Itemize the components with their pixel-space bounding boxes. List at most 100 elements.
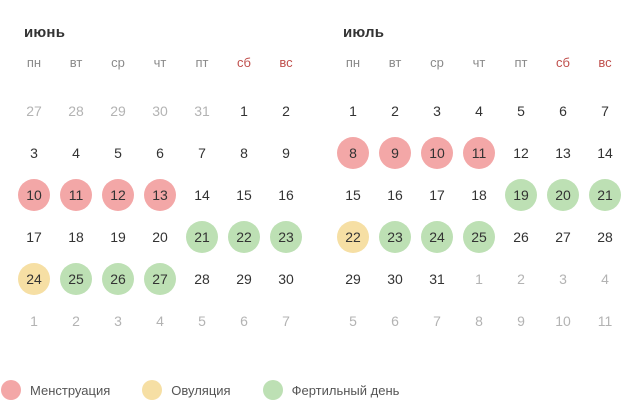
day-cell[interactable]: 7	[181, 132, 223, 174]
day-outside-month[interactable]: 5	[349, 313, 357, 329]
day[interactable]: 26	[513, 229, 529, 245]
day-cell[interactable]: 10	[542, 300, 584, 342]
day-cell[interactable]: 7	[265, 300, 307, 342]
day-outside-month[interactable]: 29	[110, 103, 126, 119]
day[interactable]: 15	[236, 187, 252, 203]
day-cell[interactable]: 25	[55, 258, 97, 300]
day[interactable]: 14	[194, 187, 210, 203]
day-fertile[interactable]: 27	[144, 263, 176, 295]
day-cell[interactable]: 5	[181, 300, 223, 342]
day[interactable]: 17	[26, 229, 42, 245]
day[interactable]: 19	[110, 229, 126, 245]
day[interactable]: 15	[345, 187, 361, 203]
day-cell[interactable]: 3	[97, 300, 139, 342]
day[interactable]: 2	[391, 103, 399, 119]
day[interactable]: 18	[68, 229, 84, 245]
day-cell[interactable]: 20	[542, 174, 584, 216]
day-cell[interactable]: 29	[332, 258, 374, 300]
day[interactable]: 28	[194, 271, 210, 287]
day-cell[interactable]: 30	[374, 258, 416, 300]
day[interactable]: 31	[429, 271, 445, 287]
day[interactable]: 4	[72, 145, 80, 161]
day[interactable]: 17	[429, 187, 445, 203]
day-fertile[interactable]: 21	[589, 179, 621, 211]
day[interactable]: 12	[513, 145, 529, 161]
day-cell[interactable]: 10	[416, 132, 458, 174]
day[interactable]: 1	[349, 103, 357, 119]
day-cell[interactable]: 23	[265, 216, 307, 258]
day-cell[interactable]: 7	[416, 300, 458, 342]
day[interactable]: 6	[559, 103, 567, 119]
day[interactable]: 5	[114, 145, 122, 161]
day[interactable]: 18	[471, 187, 487, 203]
day-fertile[interactable]: 19	[505, 179, 537, 211]
day-cell[interactable]: 1	[13, 300, 55, 342]
day-cell[interactable]: 18	[458, 174, 500, 216]
day[interactable]: 28	[597, 229, 613, 245]
day-cell[interactable]: 2	[500, 258, 542, 300]
day-cell[interactable]: 21	[181, 216, 223, 258]
day-cell[interactable]: 22	[332, 216, 374, 258]
day-fertile[interactable]: 23	[270, 221, 302, 253]
day-cell[interactable]: 14	[584, 132, 626, 174]
day[interactable]: 16	[278, 187, 294, 203]
day-cell[interactable]: 6	[223, 300, 265, 342]
day-cell[interactable]: 5	[332, 300, 374, 342]
day-cell[interactable]: 1	[332, 90, 374, 132]
day-cell[interactable]: 13	[139, 174, 181, 216]
day[interactable]: 29	[345, 271, 361, 287]
day-cell[interactable]: 1	[458, 258, 500, 300]
day-cell[interactable]: 24	[416, 216, 458, 258]
day-outside-month[interactable]: 3	[114, 313, 122, 329]
day-cell[interactable]: 19	[500, 174, 542, 216]
day-fertile[interactable]: 23	[379, 221, 411, 253]
day[interactable]: 13	[555, 145, 571, 161]
day-cell[interactable]: 4	[139, 300, 181, 342]
day-cell[interactable]: 4	[584, 258, 626, 300]
day-cell[interactable]: 30	[139, 90, 181, 132]
day-fertile[interactable]: 20	[547, 179, 579, 211]
day-cell[interactable]: 1	[223, 90, 265, 132]
day-outside-month[interactable]: 31	[194, 103, 210, 119]
day-menstruation[interactable]: 11	[60, 179, 92, 211]
day[interactable]: 7	[601, 103, 609, 119]
day-cell[interactable]: 27	[139, 258, 181, 300]
day-fertile[interactable]: 22	[228, 221, 260, 253]
day[interactable]: 9	[282, 145, 290, 161]
day-cell[interactable]: 6	[542, 90, 584, 132]
day-outside-month[interactable]: 7	[282, 313, 290, 329]
day-ovulation[interactable]: 22	[337, 221, 369, 253]
day-outside-month[interactable]: 8	[475, 313, 483, 329]
day[interactable]: 5	[517, 103, 525, 119]
day-outside-month[interactable]: 6	[391, 313, 399, 329]
day-outside-month[interactable]: 4	[156, 313, 164, 329]
day-outside-month[interactable]: 6	[240, 313, 248, 329]
day-cell[interactable]: 14	[181, 174, 223, 216]
day[interactable]: 30	[278, 271, 294, 287]
day-cell[interactable]: 18	[55, 216, 97, 258]
day-cell[interactable]: 25	[458, 216, 500, 258]
day[interactable]: 14	[597, 145, 613, 161]
day-fertile[interactable]: 25	[463, 221, 495, 253]
day-cell[interactable]: 28	[55, 90, 97, 132]
day[interactable]: 7	[198, 145, 206, 161]
day-fertile[interactable]: 24	[421, 221, 453, 253]
day-cell[interactable]: 28	[181, 258, 223, 300]
day-menstruation[interactable]: 9	[379, 137, 411, 169]
day-ovulation[interactable]: 24	[18, 263, 50, 295]
day[interactable]: 8	[240, 145, 248, 161]
day-cell[interactable]: 22	[223, 216, 265, 258]
day-cell[interactable]: 13	[542, 132, 584, 174]
day[interactable]: 3	[433, 103, 441, 119]
day-cell[interactable]: 3	[542, 258, 584, 300]
day[interactable]: 20	[152, 229, 168, 245]
day-cell[interactable]: 26	[500, 216, 542, 258]
day-cell[interactable]: 31	[416, 258, 458, 300]
day-fertile[interactable]: 21	[186, 221, 218, 253]
day-cell[interactable]: 8	[223, 132, 265, 174]
day[interactable]: 4	[475, 103, 483, 119]
day-cell[interactable]: 8	[458, 300, 500, 342]
day-cell[interactable]: 29	[97, 90, 139, 132]
day-cell[interactable]: 11	[458, 132, 500, 174]
day-outside-month[interactable]: 2	[517, 271, 525, 287]
